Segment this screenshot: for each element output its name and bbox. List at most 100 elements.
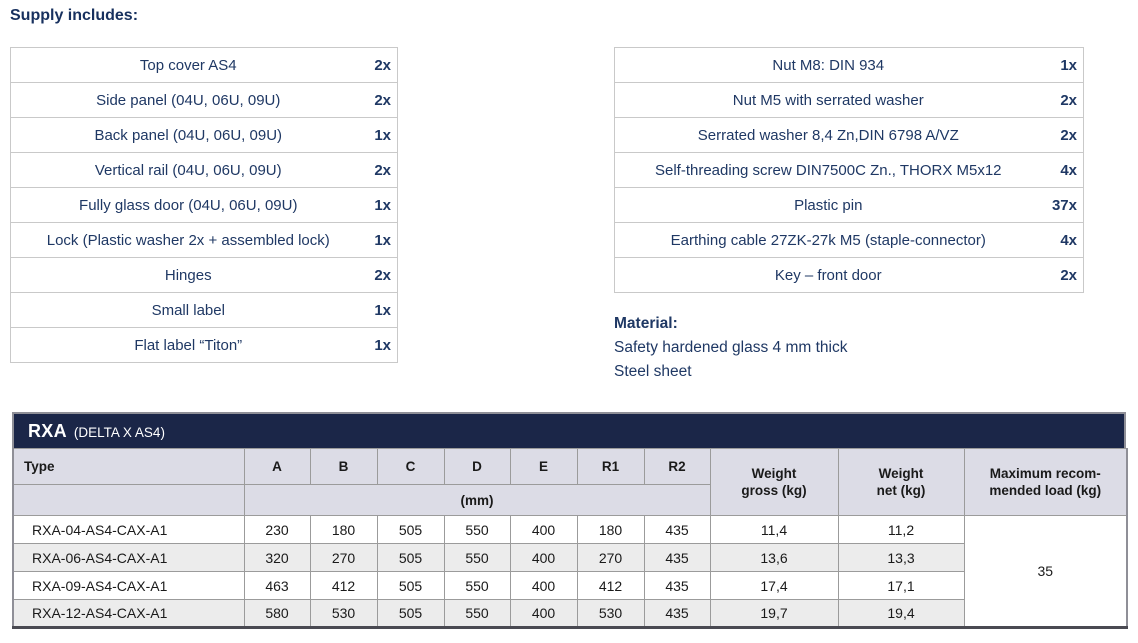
supply-table-right: Nut M8: DIN 934 1x Nut M5 with serrated w… bbox=[614, 47, 1084, 293]
cell-weight-net: 13,3 bbox=[837, 543, 965, 572]
cell-dim: 400 bbox=[509, 543, 578, 572]
cell-weight-gross: 11,4 bbox=[709, 515, 839, 544]
table-row: Earthing cable 27ZK-27k M5 (staple-conne… bbox=[614, 222, 1084, 258]
cell-dim: 505 bbox=[376, 543, 445, 572]
table-row: Small label 1x bbox=[10, 292, 398, 328]
item-name: Vertical rail (04U, 06U, 09U) bbox=[10, 152, 366, 188]
table-row: RXA-09-AS4-CAX-A1 463 412 505 550 400 41… bbox=[12, 571, 1127, 600]
cell-max-load: 35 bbox=[963, 515, 1128, 628]
item-qty: 4x bbox=[1041, 222, 1084, 258]
item-name: Fully glass door (04U, 06U, 09U) bbox=[10, 187, 366, 223]
col-header-type: Type bbox=[12, 448, 245, 485]
item-name: Hinges bbox=[10, 257, 366, 293]
spec-table-titlebar: RXA (DELTA X AS4) bbox=[12, 412, 1126, 448]
cell-dim: 435 bbox=[643, 543, 711, 572]
item-name: Lock (Plastic washer 2x + assembled lock… bbox=[10, 222, 366, 258]
item-name: Flat label “Titon” bbox=[10, 327, 366, 363]
cell-weight-gross: 19,7 bbox=[709, 599, 839, 628]
cell-dim: 412 bbox=[576, 571, 645, 600]
table-row: Lock (Plastic washer 2x + assembled lock… bbox=[10, 222, 398, 258]
item-qty: 2x bbox=[365, 257, 398, 293]
cell-dim: 180 bbox=[309, 515, 378, 544]
cell-weight-net: 17,1 bbox=[837, 571, 965, 600]
item-qty: 37x bbox=[1041, 187, 1084, 223]
material-section: Material: Safety hardened glass 4 mm thi… bbox=[614, 312, 847, 384]
item-name: Small label bbox=[10, 292, 366, 328]
item-qty: 2x bbox=[1041, 257, 1084, 293]
supply-table-left: Top cover AS4 2x Side panel (04U, 06U, 09… bbox=[10, 47, 398, 363]
cell-dim: 230 bbox=[243, 515, 311, 544]
cell-type: RXA-04-AS4-CAX-A1 bbox=[12, 515, 245, 544]
cell-dim: 400 bbox=[509, 571, 578, 600]
item-name: Earthing cable 27ZK-27k M5 (staple-conne… bbox=[614, 222, 1042, 258]
item-qty: 2x bbox=[365, 47, 398, 83]
material-line: Steel sheet bbox=[614, 363, 692, 380]
table-row: Nut M5 with serrated washer 2x bbox=[614, 82, 1084, 118]
item-qty: 1x bbox=[1041, 47, 1084, 83]
cell-dim: 530 bbox=[309, 599, 378, 628]
col-header-a: A bbox=[243, 448, 311, 485]
cell-dim: 550 bbox=[443, 599, 511, 628]
table-row: RXA-04-AS4-CAX-A1 230 180 505 550 400 18… bbox=[12, 515, 1128, 628]
cell-dim: 320 bbox=[243, 543, 311, 572]
cell-type: RXA-12-AS4-CAX-A1 bbox=[12, 599, 245, 628]
table-row: Vertical rail (04U, 06U, 09U) 2x bbox=[10, 152, 398, 188]
cell-dim: 435 bbox=[643, 515, 711, 544]
empty-cell bbox=[12, 484, 245, 516]
col-header-r1: R1 bbox=[576, 448, 645, 485]
cell-dim: 463 bbox=[243, 571, 311, 600]
cell-weight-net: 19,4 bbox=[837, 599, 965, 628]
cell-dim: 435 bbox=[643, 599, 711, 628]
item-qty: 1x bbox=[365, 187, 398, 223]
item-name: Nut M5 with serrated washer bbox=[614, 82, 1042, 118]
table-row: Hinges 2x bbox=[10, 257, 398, 293]
cell-dim: 180 bbox=[576, 515, 645, 544]
spec-header-row: Type A B C D E R1 R2 Weight gross (kg) W… bbox=[12, 448, 1128, 516]
cell-type: RXA-06-AS4-CAX-A1 bbox=[12, 543, 245, 572]
table-row: Back panel (04U, 06U, 09U) 1x bbox=[10, 117, 398, 153]
item-qty: 2x bbox=[1041, 82, 1084, 118]
spec-series-title: RXA bbox=[28, 420, 67, 441]
spec-table: Type A B C D E R1 R2 Weight gross (kg) W… bbox=[12, 448, 1128, 629]
item-qty: 1x bbox=[365, 292, 398, 328]
col-header-c: C bbox=[376, 448, 445, 485]
units-label: (mm) bbox=[243, 484, 711, 516]
cell-dim: 400 bbox=[509, 599, 578, 628]
item-name: Self-threading screw DIN7500C Zn., THORX… bbox=[614, 152, 1042, 188]
item-qty: 2x bbox=[1041, 117, 1084, 153]
item-qty: 1x bbox=[365, 327, 398, 363]
cell-dim: 505 bbox=[376, 599, 445, 628]
col-header-d: D bbox=[443, 448, 511, 485]
col-header-max-load: Maximum recom- mended load (kg) bbox=[963, 448, 1128, 516]
table-row: Fully glass door (04U, 06U, 09U) 1x bbox=[10, 187, 398, 223]
cell-dim: 270 bbox=[309, 543, 378, 572]
material-heading: Material: bbox=[614, 315, 678, 332]
cell-dim: 550 bbox=[443, 571, 511, 600]
item-qty: 1x bbox=[365, 222, 398, 258]
table-row: Top cover AS4 2x bbox=[10, 47, 398, 83]
item-qty: 4x bbox=[1041, 152, 1084, 188]
table-row: Serrated washer 8,4 Zn,DIN 6798 A/VZ 2x bbox=[614, 117, 1084, 153]
col-header-r2: R2 bbox=[643, 448, 711, 485]
cell-dim: 400 bbox=[509, 515, 578, 544]
item-name: Side panel (04U, 06U, 09U) bbox=[10, 82, 366, 118]
cell-dim: 530 bbox=[576, 599, 645, 628]
item-name: Back panel (04U, 06U, 09U) bbox=[10, 117, 366, 153]
table-row: Nut M8: DIN 934 1x bbox=[614, 47, 1084, 83]
col-header-weight-gross: Weight gross (kg) bbox=[709, 448, 839, 516]
table-row: Side panel (04U, 06U, 09U) 2x bbox=[10, 82, 398, 118]
col-header-b: B bbox=[309, 448, 378, 485]
table-row: Flat label “Titon” 1x bbox=[10, 327, 398, 363]
cell-dim: 270 bbox=[576, 543, 645, 572]
material-line: Safety hardened glass 4 mm thick bbox=[614, 339, 848, 356]
table-row: Key – front door 2x bbox=[614, 257, 1084, 293]
cell-weight-gross: 17,4 bbox=[709, 571, 839, 600]
table-row: Self-threading screw DIN7500C Zn., THORX… bbox=[614, 152, 1084, 188]
cell-dim: 550 bbox=[443, 515, 511, 544]
cell-dim: 550 bbox=[443, 543, 511, 572]
supply-includes-heading: Supply includes: bbox=[10, 7, 139, 24]
cell-type: RXA-09-AS4-CAX-A1 bbox=[12, 571, 245, 600]
item-name: Nut M8: DIN 934 bbox=[614, 47, 1042, 83]
spec-series-subtitle: (DELTA X AS4) bbox=[73, 424, 165, 440]
